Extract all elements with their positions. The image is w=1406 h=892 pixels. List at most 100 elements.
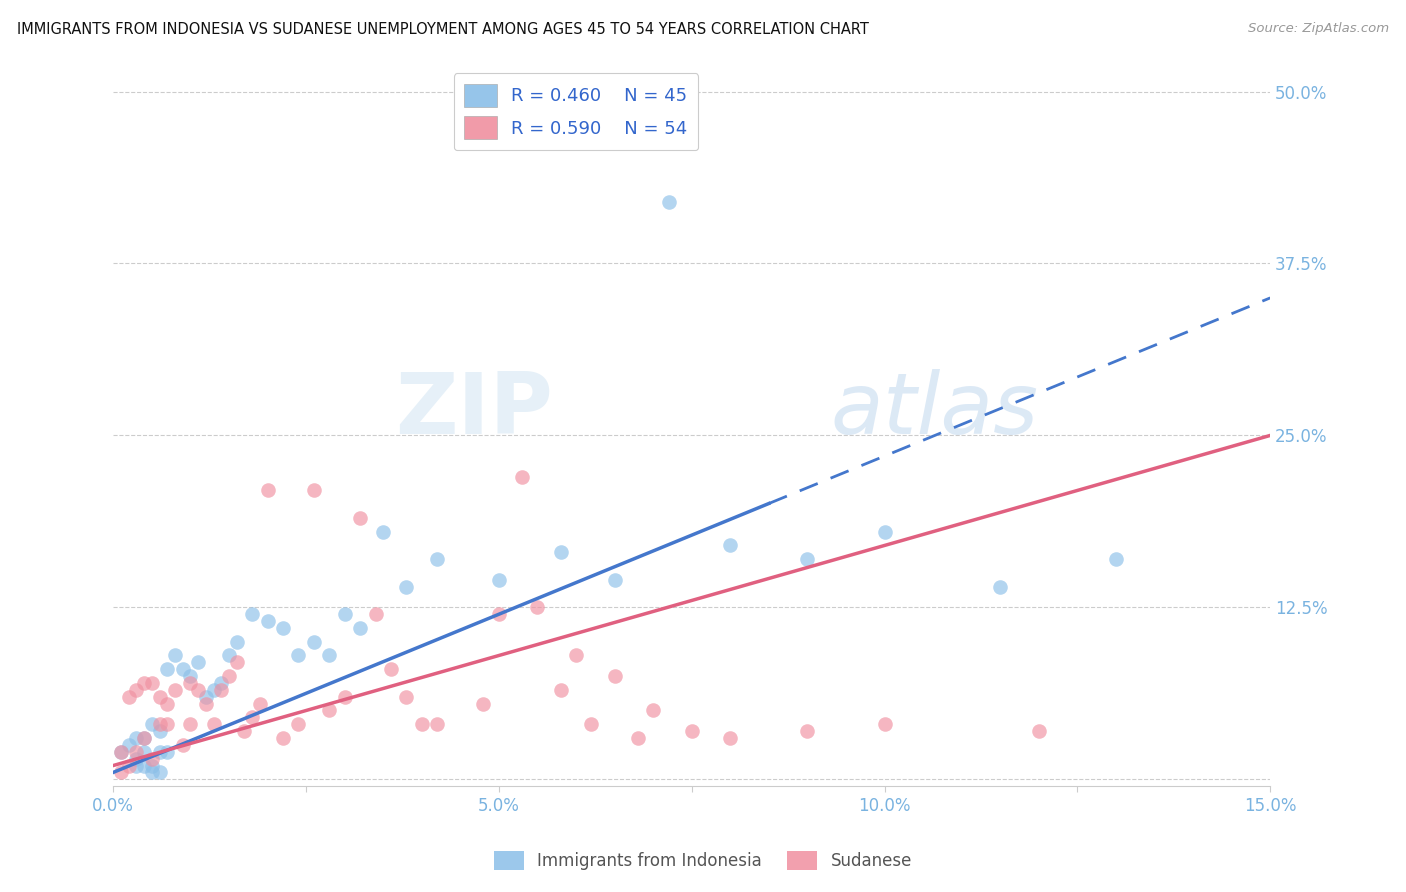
- Text: IMMIGRANTS FROM INDONESIA VS SUDANESE UNEMPLOYMENT AMONG AGES 45 TO 54 YEARS COR: IMMIGRANTS FROM INDONESIA VS SUDANESE UN…: [17, 22, 869, 37]
- Point: [681, 724, 703, 739]
- Point: [148, 690, 170, 704]
- Point: [209, 682, 232, 697]
- Point: [510, 469, 533, 483]
- Point: [125, 745, 148, 759]
- Point: [141, 676, 163, 690]
- Point: [472, 697, 495, 711]
- Point: [349, 511, 371, 525]
- Point: [302, 634, 325, 648]
- Point: [118, 758, 141, 772]
- Point: [426, 717, 449, 731]
- Point: [163, 682, 186, 697]
- Point: [134, 731, 156, 745]
- Point: [125, 731, 148, 745]
- Point: [233, 724, 256, 739]
- Point: [240, 607, 263, 622]
- Point: [271, 731, 294, 745]
- Point: [110, 745, 132, 759]
- Point: [873, 717, 896, 731]
- Point: [603, 669, 626, 683]
- Point: [125, 758, 148, 772]
- Point: [194, 690, 217, 704]
- Point: [194, 697, 217, 711]
- Point: [643, 704, 665, 718]
- Point: [333, 690, 356, 704]
- Point: [218, 669, 240, 683]
- Point: [148, 724, 170, 739]
- Point: [225, 656, 247, 670]
- Point: [172, 738, 194, 752]
- Point: [134, 745, 156, 759]
- Point: [318, 704, 340, 718]
- Point: [240, 710, 263, 724]
- Point: [627, 731, 650, 745]
- Point: [110, 765, 132, 780]
- Point: [658, 194, 681, 209]
- Point: [156, 717, 179, 731]
- Point: [333, 607, 356, 622]
- Point: [271, 621, 294, 635]
- Text: atlas: atlas: [831, 369, 1039, 452]
- Point: [148, 765, 170, 780]
- Point: [256, 483, 278, 498]
- Point: [187, 656, 209, 670]
- Point: [125, 751, 148, 765]
- Legend: R = 0.460    N = 45, R = 0.590    N = 54: R = 0.460 N = 45, R = 0.590 N = 54: [454, 73, 699, 150]
- Point: [141, 758, 163, 772]
- Legend: Immigrants from Indonesia, Sudanese: Immigrants from Indonesia, Sudanese: [488, 844, 918, 877]
- Point: [156, 697, 179, 711]
- Point: [988, 580, 1011, 594]
- Point: [187, 682, 209, 697]
- Point: [603, 573, 626, 587]
- Point: [179, 669, 201, 683]
- Point: [225, 634, 247, 648]
- Point: [179, 676, 201, 690]
- Point: [287, 648, 309, 663]
- Point: [718, 538, 741, 552]
- Point: [125, 682, 148, 697]
- Point: [1105, 552, 1128, 566]
- Point: [318, 648, 340, 663]
- Point: [287, 717, 309, 731]
- Point: [172, 662, 194, 676]
- Point: [488, 607, 510, 622]
- Point: [349, 621, 371, 635]
- Point: [141, 717, 163, 731]
- Point: [202, 682, 225, 697]
- Point: [156, 745, 179, 759]
- Point: [565, 648, 588, 663]
- Point: [209, 676, 232, 690]
- Point: [118, 738, 141, 752]
- Point: [581, 717, 603, 731]
- Point: [249, 697, 271, 711]
- Point: [148, 745, 170, 759]
- Point: [1028, 724, 1050, 739]
- Point: [488, 573, 510, 587]
- Text: ZIP: ZIP: [395, 369, 553, 452]
- Point: [148, 717, 170, 731]
- Point: [256, 614, 278, 628]
- Point: [395, 580, 418, 594]
- Point: [796, 552, 818, 566]
- Point: [141, 751, 163, 765]
- Point: [110, 745, 132, 759]
- Point: [380, 662, 402, 676]
- Point: [179, 717, 201, 731]
- Point: [411, 717, 433, 731]
- Point: [118, 690, 141, 704]
- Text: Source: ZipAtlas.com: Source: ZipAtlas.com: [1249, 22, 1389, 36]
- Point: [218, 648, 240, 663]
- Point: [550, 545, 572, 559]
- Point: [796, 724, 818, 739]
- Point: [134, 676, 156, 690]
- Point: [395, 690, 418, 704]
- Point: [134, 731, 156, 745]
- Point: [873, 524, 896, 539]
- Point: [156, 662, 179, 676]
- Point: [373, 524, 395, 539]
- Point: [134, 758, 156, 772]
- Point: [550, 682, 572, 697]
- Point: [718, 731, 741, 745]
- Point: [163, 648, 186, 663]
- Point: [202, 717, 225, 731]
